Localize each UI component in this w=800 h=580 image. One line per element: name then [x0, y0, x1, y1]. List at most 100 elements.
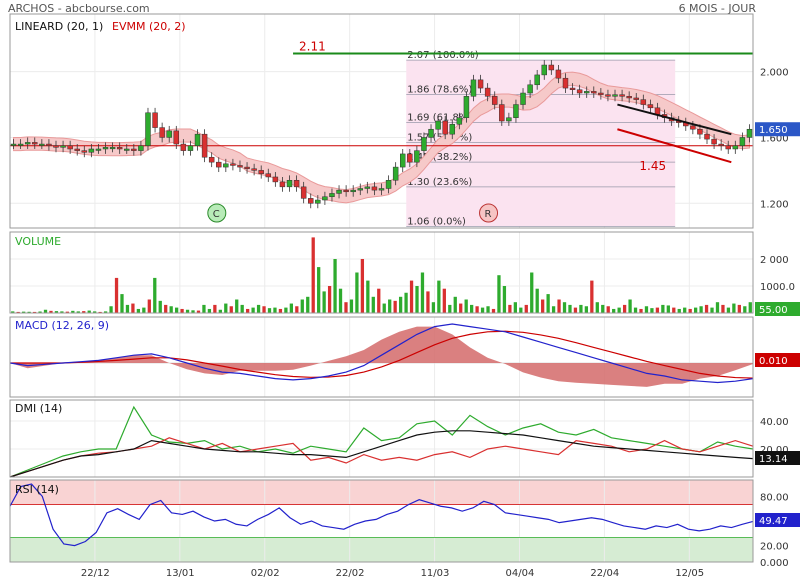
volume-bar: [43, 309, 48, 313]
candle-body: [647, 104, 654, 109]
candle-body: [619, 94, 625, 97]
candle-body: [60, 145, 66, 148]
volume-bar: [530, 272, 534, 313]
volume-bar: [388, 299, 392, 313]
volume-bar: [65, 311, 70, 313]
volume-bar: [180, 308, 184, 313]
volume-bar: [185, 309, 190, 313]
volume-bar: [743, 306, 747, 313]
dmi-legend: DMI (14): [15, 402, 62, 415]
volume-bar: [683, 307, 687, 313]
candle-body: [173, 130, 180, 145]
x-tick-label: 02/02: [251, 568, 280, 579]
price-panel: [9, 13, 754, 229]
volume-bar: [103, 311, 108, 313]
marker-label: R: [485, 209, 492, 220]
volume-bar: [82, 311, 86, 313]
chart-period[interactable]: 6 MOIS - JOUR: [678, 2, 756, 15]
candle-body: [555, 69, 562, 79]
candle-body: [230, 163, 236, 166]
candle-body: [109, 147, 116, 150]
candle-body: [484, 87, 491, 97]
volume-bar: [409, 280, 414, 313]
candle-body: [697, 128, 703, 135]
fib-label: 1.30 (23.6%): [407, 177, 472, 188]
candle-body: [548, 64, 555, 71]
candle-body: [583, 91, 590, 94]
volume-bar: [360, 259, 365, 313]
candle-body: [187, 145, 194, 151]
volume-bar: [169, 306, 173, 313]
volume-bar: [153, 277, 157, 313]
volume-bar: [557, 299, 561, 313]
volume-bar: [131, 303, 135, 313]
volume-bar: [420, 272, 425, 313]
macd-signal-line: [10, 330, 754, 379]
volume-bar: [196, 310, 201, 313]
candle-body: [322, 196, 328, 201]
volume-bar: [655, 307, 660, 313]
volume-bar: [590, 280, 594, 313]
candle-body: [237, 165, 243, 168]
candle-body: [95, 148, 102, 151]
candle-body: [308, 198, 314, 204]
volume-bar: [120, 294, 124, 313]
volume-bar: [300, 299, 304, 313]
volume-bar: [327, 286, 332, 313]
volume-bar: [541, 299, 545, 313]
candle-body: [24, 142, 31, 145]
macd-line: [9, 323, 754, 384]
volume-bar: [311, 237, 315, 313]
price-tick-label: 2.000: [760, 68, 789, 79]
volume-bar: [650, 308, 654, 313]
volume-bar: [273, 307, 277, 313]
volume-bar: [158, 300, 162, 313]
price-legend-evmm: EVMM (20, 2): [112, 20, 186, 33]
volume-bar: [32, 311, 37, 313]
macd-last-value: 0.010: [759, 356, 788, 367]
rsi-oversold-zone: [10, 537, 753, 562]
volume-bar: [207, 308, 212, 313]
volume-tick-label: 1000.0: [760, 282, 795, 293]
candle-body: [329, 193, 335, 197]
candle-body: [293, 180, 300, 188]
candle-body: [138, 145, 144, 151]
volume-bar: [333, 259, 337, 313]
candle-body: [81, 150, 88, 153]
candle-body: [428, 128, 434, 138]
volume-bar: [628, 299, 632, 313]
candle-body: [102, 147, 109, 150]
volume-bar: [306, 296, 310, 313]
candle-body: [258, 170, 264, 174]
candle-body: [124, 148, 130, 151]
volume-bar: [398, 296, 403, 313]
volume-bar: [229, 306, 233, 313]
candle-body: [626, 96, 632, 99]
volume-bar: [191, 310, 195, 313]
volume-bar: [737, 304, 741, 313]
volume-bar: [213, 304, 217, 313]
candle-body: [591, 91, 597, 94]
x-tick-label: 22/02: [336, 568, 365, 579]
trend-support-line: [617, 128, 732, 164]
candle-body: [541, 64, 547, 76]
fib-label: 2.07 (100.0%): [407, 50, 478, 61]
rsi-tick-label: 0.000: [760, 558, 789, 569]
candle-body: [67, 145, 73, 150]
x-tick-label: 04/04: [505, 568, 534, 579]
volume-bar: [442, 288, 446, 313]
fib-label: 1.45 (38.2%): [407, 152, 472, 163]
chart-title: ARCHOS - abcbourse.com: [8, 2, 150, 15]
volume-bar: [486, 306, 490, 313]
volume-bar: [251, 307, 255, 313]
marker-R: [479, 203, 499, 223]
candle-body: [116, 147, 123, 150]
candle-body: [216, 161, 222, 168]
candle-body: [39, 143, 45, 146]
volume-bar: [174, 307, 179, 313]
rsi-last-value-bg: [755, 513, 800, 527]
price-last-value-bg: [755, 122, 800, 137]
volume-bar: [125, 304, 130, 313]
candle-body: [371, 186, 378, 191]
volume-bar: [606, 306, 610, 313]
